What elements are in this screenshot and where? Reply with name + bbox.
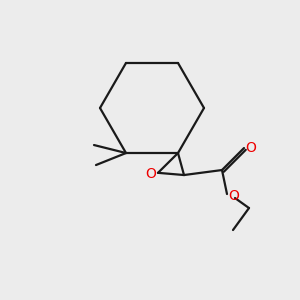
Text: O: O	[229, 189, 239, 203]
Text: O: O	[146, 167, 156, 181]
Text: O: O	[246, 141, 256, 155]
